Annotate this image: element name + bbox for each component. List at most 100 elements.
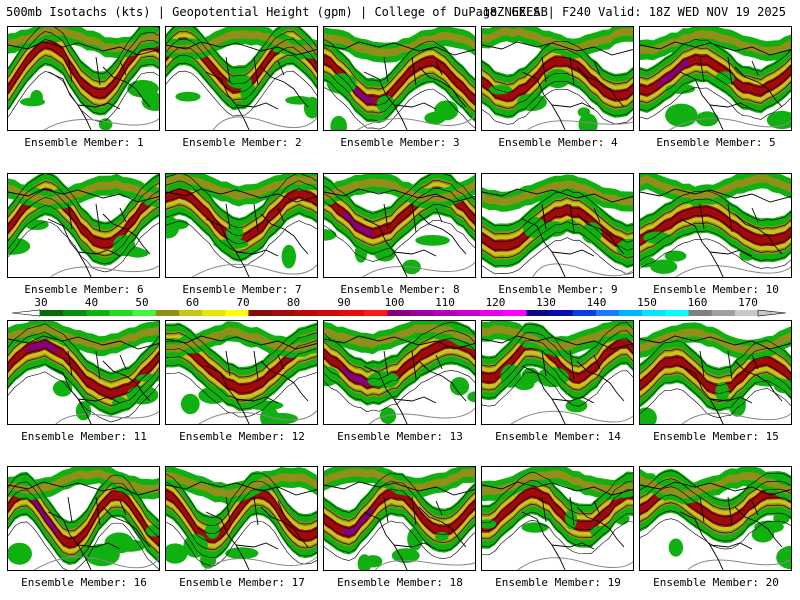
ensemble-member-label: Ensemble Member: 9: [498, 283, 618, 296]
northern-stream-core: [640, 29, 791, 56]
isotach-110kt-core: [343, 365, 373, 387]
colorbar-cell: [202, 310, 226, 316]
height-contour: [166, 520, 317, 567]
isotach-blob: [145, 524, 159, 537]
height-contour: [8, 331, 159, 383]
isotach-blob: [521, 522, 549, 533]
height-contour: [482, 64, 633, 101]
isotach-blob: [665, 103, 698, 128]
isotach-blob: [324, 229, 337, 241]
isotach-blob: [111, 246, 145, 257]
colorbar-cell: [248, 310, 272, 316]
height-contour: [324, 330, 475, 373]
colorbar-cell: [271, 310, 296, 316]
colorbar-cell: [734, 310, 759, 316]
height-contour: [482, 346, 633, 383]
isotach-blob: [374, 245, 396, 262]
height-contour: [324, 488, 475, 529]
colorbar-cell: [503, 310, 527, 316]
height-contour: [166, 30, 317, 77]
height-contour: [640, 340, 791, 371]
northern-stream-core: [8, 469, 159, 494]
ensemble-member-label: Ensemble Member: 3: [340, 136, 460, 149]
height-contour: [324, 504, 475, 545]
isotach-blob: [363, 555, 383, 568]
height-contour: [324, 480, 475, 521]
height-contour: [324, 212, 475, 254]
isotach-blob: [715, 382, 730, 402]
height-contour: [166, 180, 317, 229]
ensemble-member-label: Ensemble Member: 1: [24, 136, 144, 149]
height-contour-grey: [362, 261, 475, 277]
height-contour: [640, 55, 791, 88]
height-contour: [640, 356, 791, 387]
northern-stream-core: [8, 27, 159, 53]
isotach-60kt-band: [166, 178, 317, 254]
height-contour-grey: [212, 116, 317, 130]
height-contour: [166, 332, 317, 378]
isotach-blob: [213, 239, 249, 250]
height-contour: [324, 472, 475, 513]
ensemble-member-map: [323, 320, 476, 425]
height-contour: [324, 362, 475, 405]
colorbar-tick-label: 60: [185, 296, 200, 309]
isotach-map: [8, 27, 159, 130]
colorbar-tick-label: 40: [84, 296, 99, 309]
isotach-blob: [415, 235, 450, 246]
northern-stream-core: [640, 472, 791, 499]
ensemble-member-label: Ensemble Member: 4: [498, 136, 618, 149]
ensemble-member-map: [165, 320, 318, 425]
northern-stream-core: [482, 27, 633, 53]
colorbar-cell: [480, 310, 504, 316]
height-contour-grey: [374, 559, 475, 570]
coastline: [166, 481, 317, 570]
isotach-map: [640, 27, 791, 130]
isotach-blob: [616, 238, 633, 258]
northern-stream-core: [640, 328, 791, 354]
height-contour: [482, 362, 633, 399]
height-contour: [166, 62, 317, 109]
ensemble-member-label: Ensemble Member: 19: [495, 576, 621, 589]
coastline: [640, 188, 791, 277]
ensemble-member-map: [7, 26, 160, 131]
colorbar-tick-label: 80: [286, 296, 301, 309]
ensemble-member-map: [639, 26, 792, 131]
northern-stream-core: [324, 324, 475, 349]
height-contour: [640, 238, 791, 269]
northern-stream-core: [324, 31, 475, 57]
height-contour: [166, 174, 317, 221]
isotach-map: [482, 174, 633, 277]
height-contour: [8, 174, 159, 225]
height-contour: [640, 214, 791, 245]
height-contour: [482, 72, 633, 109]
height-contour: [8, 63, 159, 114]
height-contour: [640, 494, 791, 526]
isotach-blob: [754, 520, 784, 534]
isotach-blob: [8, 542, 32, 565]
isotach-blob: [714, 71, 735, 86]
height-contour: [640, 222, 791, 253]
height-contour: [640, 518, 791, 550]
isotach-blob: [482, 519, 497, 529]
colorbar-cell: [642, 310, 666, 316]
height-contour-grey: [368, 407, 475, 424]
ensemble-member-label: Ensemble Member: 2: [182, 136, 302, 149]
height-contour-grey: [510, 410, 633, 424]
ensemble-member-map: [481, 173, 634, 278]
height-contour: [640, 364, 791, 395]
isotach-blob: [240, 83, 257, 103]
isotach-blob: [330, 115, 347, 130]
colorbar-cell: [40, 310, 64, 316]
isotach-blob: [650, 259, 678, 274]
colorbar-tick-label: 120: [485, 296, 506, 309]
colorbar-cell: [225, 310, 249, 316]
isotach-blob: [640, 407, 657, 424]
ensemble-member-label: Ensemble Member: 11: [21, 430, 147, 443]
colorbar-low-arrow: [11, 309, 41, 317]
ensemble-member-label: Ensemble Member: 18: [337, 576, 463, 589]
isotach-map: [640, 467, 791, 570]
height-contour: [166, 512, 317, 559]
isotach-blob: [668, 538, 684, 557]
height-contour: [640, 470, 791, 502]
colorbar-cell: [109, 310, 133, 316]
